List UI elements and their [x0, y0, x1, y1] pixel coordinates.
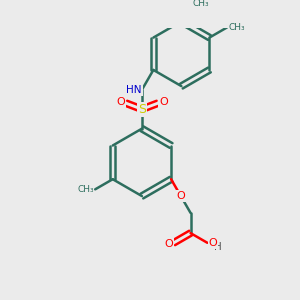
Text: O: O [116, 97, 125, 107]
Text: CH₃: CH₃ [193, 0, 209, 8]
Text: CH₃: CH₃ [77, 185, 94, 194]
Text: O: O [209, 238, 218, 248]
Text: CH₃: CH₃ [228, 23, 245, 32]
Text: HN: HN [126, 85, 142, 95]
Text: O: O [176, 191, 185, 201]
Text: O: O [159, 97, 168, 107]
Text: H: H [214, 242, 221, 252]
Text: S: S [138, 103, 146, 116]
Text: O: O [164, 239, 173, 249]
